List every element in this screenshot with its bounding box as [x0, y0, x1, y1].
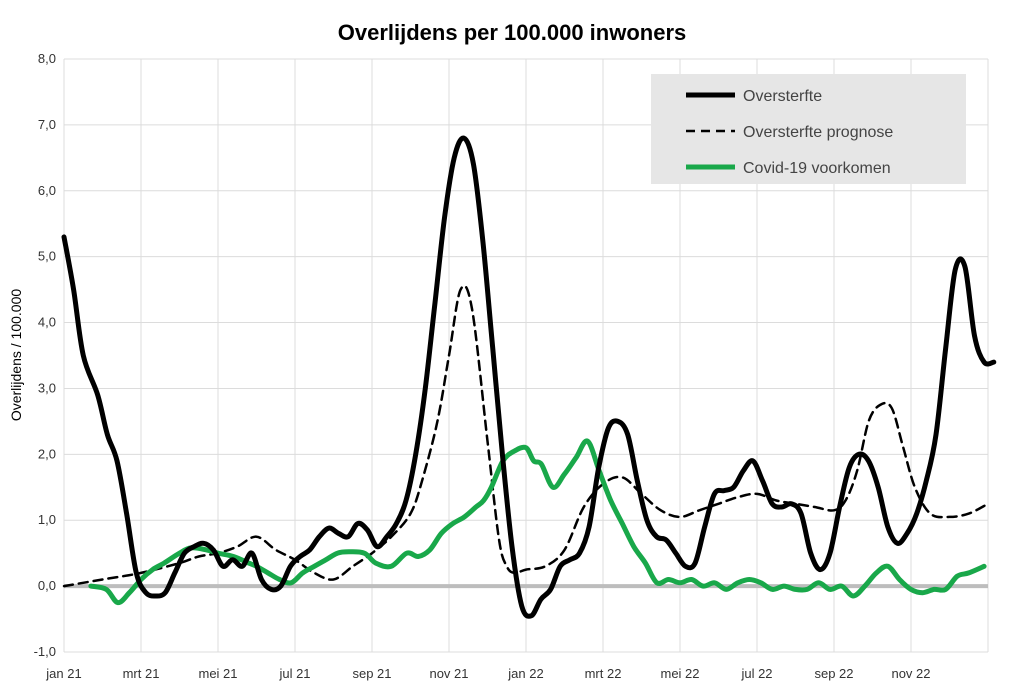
y-tick-label: 2,0: [38, 446, 56, 461]
series-line-oversterfte: [61, 135, 997, 619]
x-tick-label: mrt 21: [123, 666, 160, 681]
x-tick-label: jan 22: [507, 666, 543, 681]
x-tick-label: nov 22: [891, 666, 930, 681]
legend-entry-prognose: Oversterfte prognose: [743, 124, 893, 141]
chart-title: Overlijdens per 100.000 inwoners: [338, 20, 687, 45]
x-tick-labels: jan 21 mrt 21 mei 21 jul 21 sep 21 nov 21 jan …: [45, 666, 930, 681]
x-tick-label: mei 21: [198, 666, 237, 681]
y-tick-label: 0,0: [38, 578, 56, 593]
x-tick-label: jul 22: [740, 666, 772, 681]
x-tick-label: sep 22: [814, 666, 853, 681]
y-tick-label: 6,0: [38, 183, 56, 198]
y-axis-label: Overlijdens / 100.000: [8, 289, 24, 422]
y-tick-label: 3,0: [38, 380, 56, 395]
x-tick-label: sep 21: [352, 666, 391, 681]
y-tick-label: 7,0: [38, 117, 56, 132]
y-tick-label: -1,0: [34, 644, 56, 659]
x-tick-label: nov 21: [429, 666, 468, 681]
y-tick-label: 4,0: [38, 315, 56, 330]
legend: Oversterfte Oversterfte prognose Covid-19 …: [651, 74, 966, 184]
y-tick-label: 5,0: [38, 249, 56, 264]
legend-entry-covid: Covid-19 voorkomen: [743, 160, 891, 177]
y-tick-label: 8,0: [38, 51, 56, 66]
x-tick-label: mei 22: [660, 666, 699, 681]
series-layer: [61, 135, 997, 619]
x-tick-label: jan 21: [45, 666, 81, 681]
y-tick-label: 1,0: [38, 512, 56, 527]
x-tick-label: jul 21: [278, 666, 310, 681]
legend-entry-oversterfte: Oversterfte: [743, 88, 822, 105]
grid: [63, 58, 989, 653]
series-line-prognose: [62, 284, 990, 588]
x-tick-label: mrt 22: [585, 666, 622, 681]
y-tick-labels: -1,0 0,0 1,0 2,0 3,0 4,0 5,0 6,0 7,0 8,0: [34, 51, 56, 659]
